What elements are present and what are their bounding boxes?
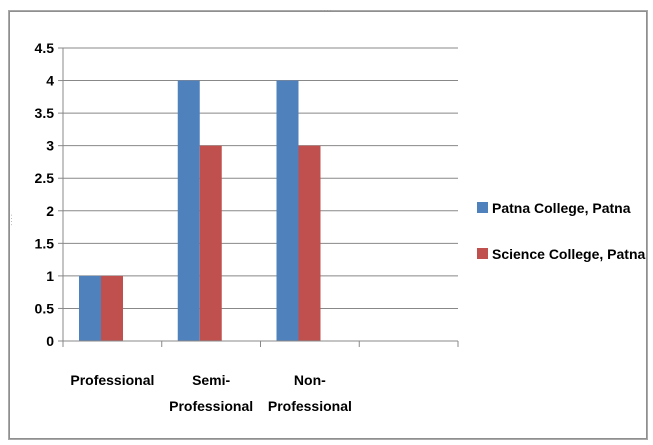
bar-science-college-patna-2[interactable] (298, 145, 321, 341)
y-tick-label: 0.5 (35, 300, 55, 316)
top-resize-handle[interactable]: .... (320, 5, 333, 13)
x-category-label: Professional (70, 372, 154, 388)
y-tick-label: 1 (46, 268, 54, 284)
x-category-label: Professional (169, 398, 253, 414)
legend-swatch (477, 202, 488, 213)
bar-science-college-patna-1[interactable] (199, 145, 222, 341)
y-tick-label: 2 (46, 203, 54, 219)
y-tick-label: 0 (46, 333, 54, 349)
y-tick-label: 3.5 (35, 105, 55, 121)
x-category-label: Semi- (192, 372, 230, 388)
chart-area[interactable] (9, 11, 647, 439)
legend-swatch (477, 248, 488, 259)
legend: Patna College, Patna Science College, Pat… (477, 200, 645, 262)
legend-label: Patna College, Patna (492, 200, 631, 216)
y-tick-label: 4.5 (35, 40, 55, 56)
legend-label: Science College, Patna (492, 246, 645, 262)
bar-patna-college-patna-0[interactable] (79, 275, 101, 341)
chart-frame (8, 10, 648, 440)
bar-patna-college-patna-1[interactable] (177, 80, 200, 342)
y-tick-labels: 0 0.5 1 1.5 2 2.5 3 3.5 4 4.5 (35, 40, 55, 349)
gridlines (63, 47, 458, 309)
y-tick-label: 4 (46, 73, 54, 89)
y-tick-label: 1.5 (35, 235, 55, 251)
y-tick-label: 2.5 (35, 170, 55, 186)
bar-patna-college-patna-2[interactable] (276, 80, 299, 342)
bar-science-college-patna-0[interactable] (101, 275, 123, 341)
x-category-label: Non- (294, 372, 326, 388)
y-tick-label: 3 (46, 138, 54, 154)
axes (58, 47, 459, 347)
left-resize-handle[interactable]: .... (9, 214, 17, 227)
bars (79, 80, 321, 342)
x-category-labels: Professional Semi- Professional Non- Profess… (70, 372, 352, 414)
x-category-label: Professional (268, 398, 352, 414)
